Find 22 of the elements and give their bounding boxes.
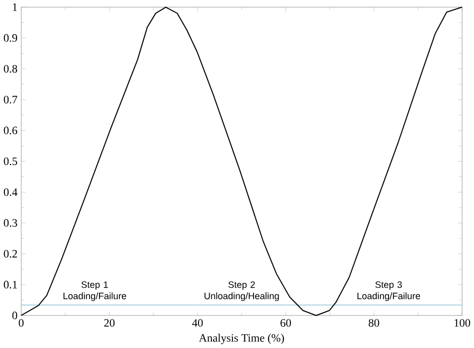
x-tick-label: 40	[192, 319, 203, 327]
y-tick-label: 0.8	[4, 65, 18, 73]
x-tick-label: 80	[368, 319, 380, 327]
annotation: Step 3 Loading/Failure	[357, 282, 420, 302]
y-tick-label: 0.4	[4, 188, 18, 196]
x-tick-label: 60	[280, 319, 291, 327]
y-tick-label: 0.7	[4, 96, 18, 104]
y-tick-label: 0	[12, 312, 18, 320]
x-tick-label: 100	[454, 319, 470, 327]
annotation: Step 2 Unloading/Healing	[204, 282, 279, 302]
y-tick-label: 0.5	[4, 158, 18, 166]
annotation: Step 1 Loading/Failure	[64, 282, 126, 302]
x-tick-label: 20	[104, 319, 115, 327]
line-series	[20, 6, 463, 316]
y-tick-label: 0.9	[4, 34, 18, 42]
y-tick-label: 0.1	[4, 281, 17, 289]
y-tick-label: 0.6	[4, 126, 18, 135]
y-tick-label: 0.3	[4, 219, 18, 228]
x-axis-title: Analysis Time (%)	[198, 334, 284, 344]
x-tick-label: 0	[18, 319, 24, 327]
y-tick-label: 0.2	[4, 250, 17, 258]
y-tick-label: 1	[12, 4, 17, 12]
